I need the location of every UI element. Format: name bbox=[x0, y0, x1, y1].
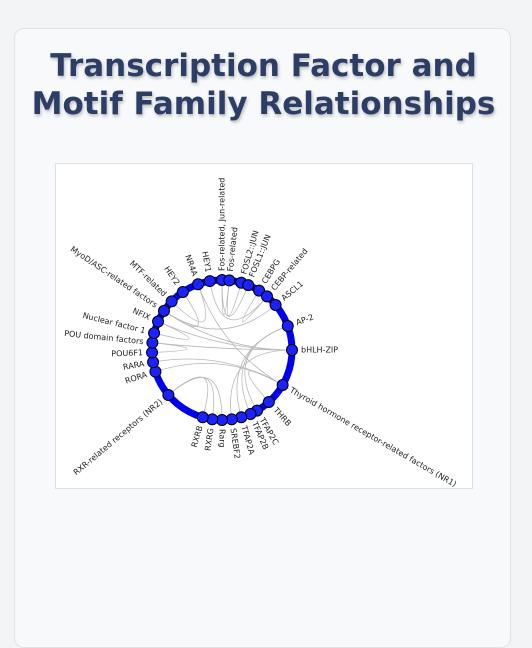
page-title: Transcription Factor and Motif Family Re… bbox=[31, 48, 496, 122]
link-srebf2-bhlhzip bbox=[230, 349, 293, 420]
node-label-hey2: HEY2 bbox=[162, 265, 181, 287]
node-pou[interactable] bbox=[146, 336, 159, 349]
node-ap2[interactable] bbox=[281, 320, 294, 333]
node-nr2[interactable] bbox=[162, 388, 175, 401]
links-layer bbox=[152, 279, 293, 421]
link-mtf-nr4a bbox=[171, 284, 207, 323]
node-nfix[interactable] bbox=[152, 315, 165, 328]
node-ascl1[interactable] bbox=[269, 299, 282, 312]
link-fos-fosl2jun bbox=[226, 280, 242, 317]
link-hey1-cebp bbox=[209, 280, 268, 321]
labels-layer: Fos-related, Jun-related Fos-related FOSL2… bbox=[64, 178, 458, 488]
link-nr2-rarg bbox=[168, 377, 223, 421]
node-label-bhlhzip: bHLH-ZIP bbox=[301, 346, 338, 355]
node-label-nfix: NFIX bbox=[131, 306, 152, 322]
node-hey1[interactable] bbox=[203, 275, 216, 288]
node-label-fos-jun: Fos-related, Jun-related bbox=[218, 178, 227, 271]
node-cebp[interactable] bbox=[260, 290, 273, 303]
node-hey2[interactable] bbox=[176, 285, 189, 298]
node-label-hey1: HEY1 bbox=[200, 251, 213, 273]
node-mtf[interactable] bbox=[165, 295, 178, 308]
link-nf1-nfix bbox=[153, 321, 190, 340]
node-label-rarg: Rarg bbox=[218, 429, 227, 448]
node-nf1[interactable] bbox=[148, 327, 161, 340]
link-cebp-cebpg bbox=[242, 290, 268, 323]
link-myod-ascl1 bbox=[163, 304, 276, 330]
chart-card: Transcription Factor and Motif Family Re… bbox=[14, 28, 511, 648]
nodes-layer bbox=[146, 274, 298, 426]
node-myod[interactable] bbox=[157, 304, 170, 317]
node-label-rora: RORA bbox=[124, 370, 149, 386]
node-label-rara: RARA bbox=[122, 359, 145, 372]
chart-container: Fos-related, Jun-related Fos-related FOSL2… bbox=[55, 163, 473, 489]
node-label-pou6f1: POU6F1 bbox=[111, 348, 143, 358]
link-myod-hey2 bbox=[163, 291, 199, 327]
node-label-nr2: RXR-related receptors (NR2) bbox=[72, 397, 165, 477]
node-label-ap2: AP-2 bbox=[295, 313, 315, 328]
node-bhlhzip[interactable] bbox=[286, 344, 298, 356]
node-label-rxrg: RXRG bbox=[203, 428, 215, 452]
node-thrb[interactable] bbox=[262, 396, 275, 409]
link-nr4a-nr1 bbox=[197, 284, 283, 386]
node-label-nr1: Thyroid hormone receptor-related factors… bbox=[287, 385, 458, 488]
link-nr1-rora bbox=[155, 363, 283, 386]
link-pou-pou6f1 bbox=[152, 342, 188, 353]
node-label-rxrb: RXRB bbox=[190, 425, 205, 449]
node-label-fos: Fos-related bbox=[226, 227, 240, 272]
node-fosl1jun[interactable] bbox=[242, 279, 255, 292]
node-rxrb[interactable] bbox=[196, 411, 209, 424]
node-label-srebf2: SREBF2 bbox=[229, 428, 242, 460]
link-nr1-rara bbox=[152, 358, 283, 386]
node-fos[interactable] bbox=[223, 274, 236, 287]
chord-network-diagram: Fos-related, Jun-related Fos-related FOSL2… bbox=[64, 178, 458, 488]
node-nr4a[interactable] bbox=[192, 278, 205, 291]
node-label-thrb: THRB bbox=[271, 405, 293, 428]
node-nr1[interactable] bbox=[276, 379, 289, 391]
node-label-nr4a: NR4A bbox=[183, 253, 199, 277]
